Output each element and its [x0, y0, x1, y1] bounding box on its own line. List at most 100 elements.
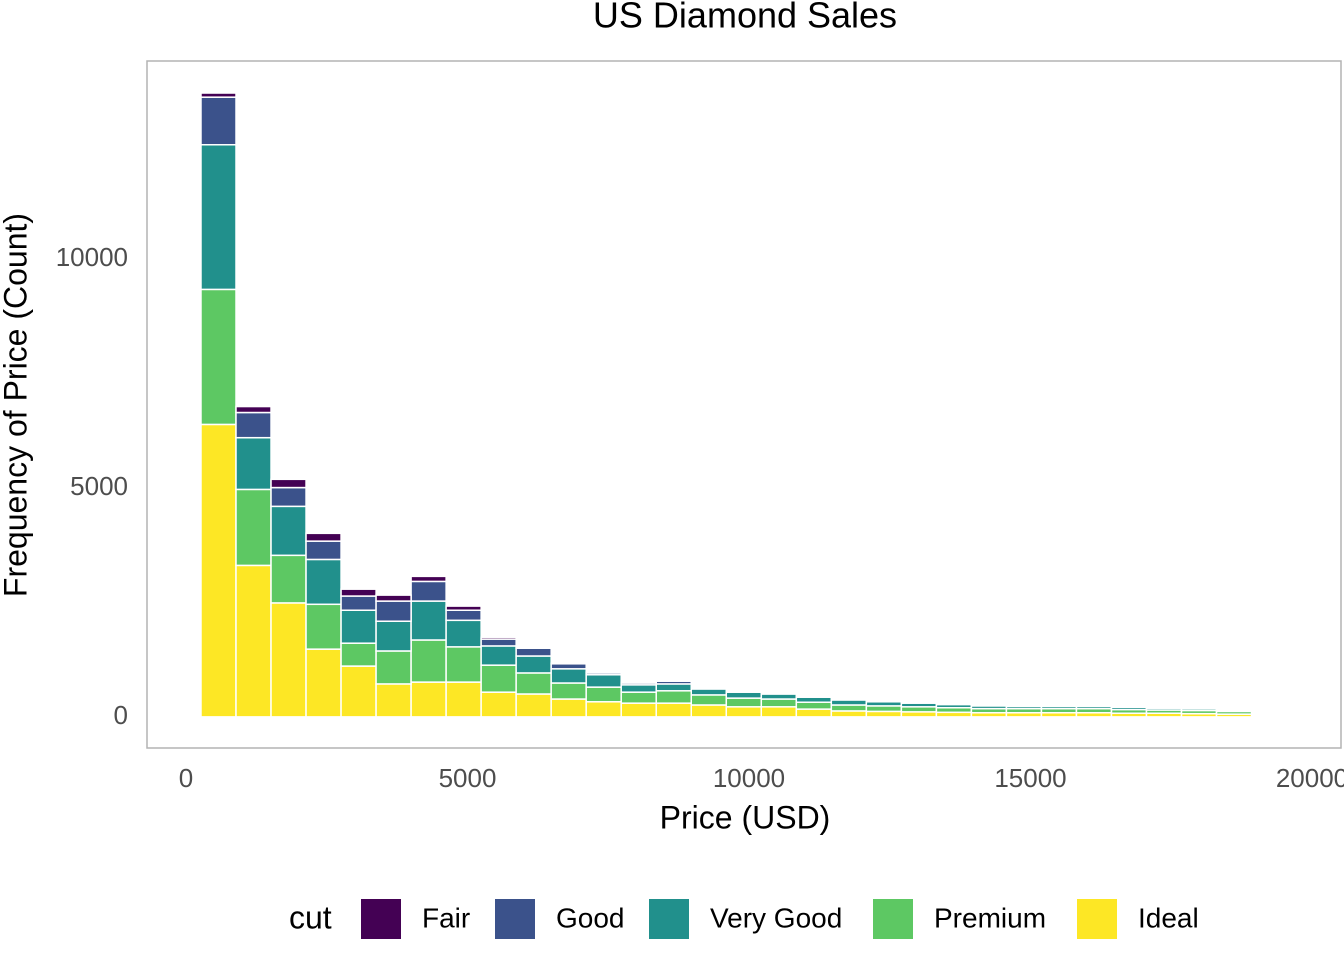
legend-title: cut	[289, 899, 332, 935]
histogram-bar	[375, 594, 412, 602]
legend-key	[361, 899, 401, 939]
histogram-bar	[235, 411, 272, 439]
histogram-bar	[305, 558, 342, 606]
histogram-bar	[515, 655, 552, 674]
histogram-bar	[340, 588, 377, 597]
histogram-bar	[480, 636, 517, 640]
histogram-bar	[550, 663, 587, 670]
histogram-bar	[585, 701, 622, 718]
x-tick-label: 5000	[439, 763, 497, 793]
histogram-bar	[515, 646, 552, 649]
histogram-bar	[305, 603, 342, 650]
histogram-bar	[690, 688, 728, 696]
histogram-bar	[760, 693, 798, 700]
histogram-bar	[235, 436, 272, 491]
histogram-bar	[200, 144, 237, 291]
histogram-bar	[655, 683, 692, 692]
histogram-bar	[270, 554, 307, 604]
histogram-bar	[690, 694, 728, 706]
histogram-bar	[585, 674, 622, 688]
histogram-bar	[515, 647, 552, 657]
histogram-bar	[550, 698, 587, 718]
histogram-bar	[620, 691, 657, 704]
x-tick-label: 0	[179, 763, 193, 793]
histogram-bar	[655, 679, 692, 682]
histogram-bar	[585, 671, 622, 674]
legend-label: Good	[556, 902, 625, 933]
histogram-bar	[655, 690, 692, 704]
histogram-bar	[725, 697, 763, 708]
panel-border	[146, 60, 1342, 749]
histogram-bar	[200, 96, 237, 146]
histogram-bar	[410, 681, 447, 718]
histogram-bar	[550, 668, 587, 684]
histogram-bar	[900, 711, 938, 718]
histogram-bar	[830, 710, 868, 718]
histogram-bar	[340, 595, 377, 611]
histogram-bar	[830, 704, 868, 712]
histogram-bar	[760, 698, 798, 708]
y-tick-label: 5000	[70, 471, 128, 501]
y-tick-label: 0	[114, 700, 128, 730]
histogram-bar	[480, 691, 517, 718]
histogram-bar	[410, 580, 447, 602]
histogram-bar	[200, 92, 237, 98]
histogram-bar	[480, 664, 517, 693]
histogram-bar	[515, 693, 552, 718]
histogram-bar	[795, 708, 833, 718]
legend-key	[649, 899, 689, 939]
histogram-bar	[270, 505, 307, 557]
histogram-bar	[830, 699, 868, 706]
histogram-bar	[340, 609, 377, 644]
histogram-bar	[235, 405, 272, 414]
legend-label: Very Good	[710, 902, 842, 933]
y-axis-title: Frequency of Price (Count)	[0, 213, 33, 597]
histogram-bar	[270, 486, 307, 508]
legend-key	[873, 899, 913, 939]
histogram-bar	[340, 642, 377, 667]
histogram-bar	[270, 478, 307, 489]
histogram-bar	[305, 540, 342, 561]
histogram-bar	[200, 423, 237, 718]
histogram-bar	[480, 638, 517, 647]
legend-label: Fair	[422, 902, 470, 933]
legend-label: Premium	[934, 902, 1046, 933]
legend-label: Ideal	[1138, 902, 1199, 933]
histogram-bar	[375, 650, 412, 685]
histogram-bar	[375, 600, 412, 622]
histogram-bar	[900, 706, 938, 713]
histogram-bar	[725, 691, 763, 699]
histogram-bar	[690, 704, 728, 718]
histogram-bar	[410, 575, 447, 583]
histogram-bar	[760, 706, 798, 718]
histogram-bar	[515, 672, 552, 695]
x-tick-label: 15000	[994, 763, 1066, 793]
legend-key	[495, 899, 535, 939]
histogram-bar	[550, 662, 587, 665]
histogram-bar	[235, 564, 272, 718]
chart-title: US Diamond Sales	[593, 0, 897, 36]
histogram-bar	[270, 602, 307, 718]
histogram-bar	[585, 686, 622, 703]
histogram-bar	[550, 682, 587, 700]
y-tick-label: 10000	[56, 242, 128, 272]
histogram-bar	[410, 600, 447, 641]
histogram-bar	[235, 488, 272, 567]
histogram-bar	[305, 532, 342, 542]
histogram-bar	[725, 706, 763, 718]
histogram-bar	[795, 696, 833, 703]
histogram-bar	[655, 702, 692, 718]
histogram-bar	[375, 620, 412, 652]
histogram-bar	[620, 684, 657, 693]
histogram-bar	[865, 710, 903, 718]
histogram-bar	[410, 639, 447, 683]
histogram-bar	[445, 646, 482, 683]
x-axis-title: Price (USD)	[660, 799, 831, 835]
histogram-bar	[865, 705, 903, 713]
histogram-bar	[620, 681, 657, 684]
x-tick-label: 20000	[1276, 763, 1344, 793]
histogram-bar	[445, 619, 482, 648]
histogram-bar	[445, 605, 482, 611]
x-tick-label: 10000	[713, 763, 785, 793]
